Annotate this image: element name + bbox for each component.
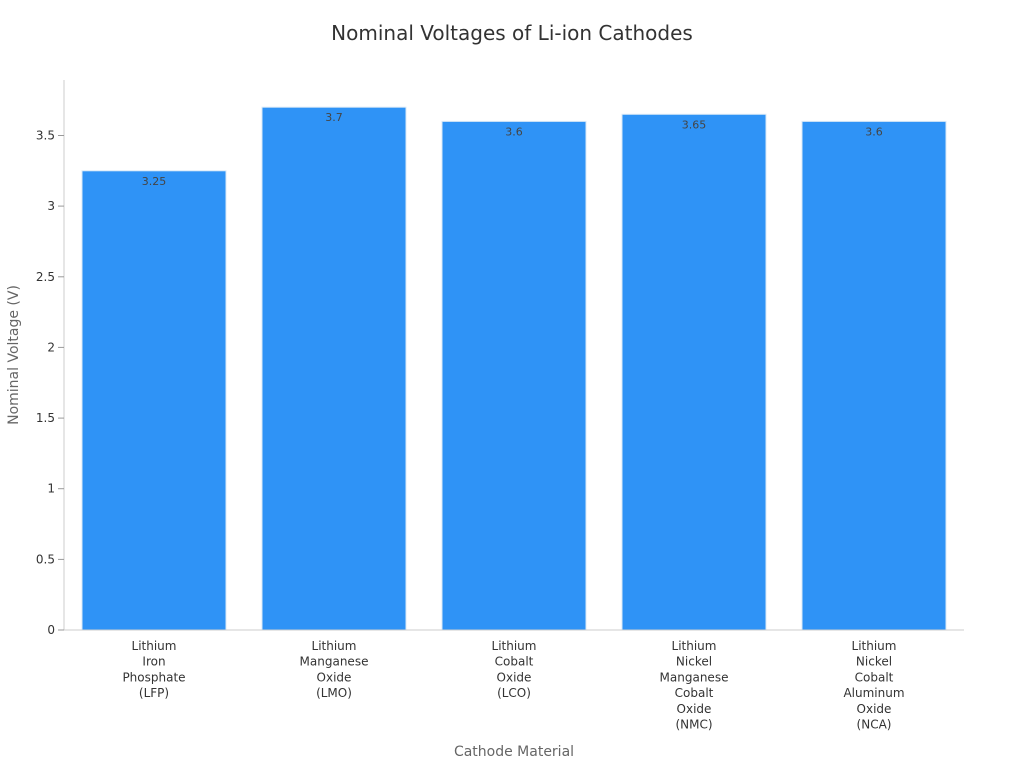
data-label-1: 3.7 <box>325 111 343 124</box>
y-tick-label-1: 0.5 <box>36 552 55 566</box>
y-tick-label-4: 2 <box>47 340 55 354</box>
x-tick-label-4: Lithium Nickel Cobalt Aluminum Oxide (NCA) <box>843 639 904 732</box>
y-tick-label-3: 1.5 <box>36 411 55 425</box>
x-axis-label: Cathode Material <box>454 744 574 760</box>
bar-2 <box>441 120 587 631</box>
chart-title: Nominal Voltages of Li-ion Cathodes <box>331 21 693 45</box>
x-tick-label-1: Lithium Manganese Oxide (LMO) <box>300 639 369 700</box>
data-label-4: 3.6 <box>865 125 883 138</box>
y-ticks-group: 0 0.5 1 1.5 2 2.5 3 3.5 <box>36 129 64 637</box>
x-tick-label-3: Lithium Nickel Manganese Cobalt Oxide (NMC) <box>660 639 729 732</box>
x-tick-label-2: Lithium Cobalt Oxide (LCO) <box>492 639 537 700</box>
y-tick-label-0: 0 <box>47 623 55 637</box>
y-tick-label-5: 2.5 <box>36 270 55 284</box>
x-ticks-group: Lithium Iron Phosphate (LFP) Lithium Manganes… <box>122 639 904 732</box>
bar-1 <box>261 106 407 631</box>
bar-3 <box>621 113 767 631</box>
y-axis-label: Nominal Voltage (V) <box>6 285 22 425</box>
x-tick-label-0: Lithium Iron Phosphate (LFP) <box>122 639 185 700</box>
y-tick-label-6: 3 <box>47 199 55 213</box>
data-label-3: 3.65 <box>682 118 707 131</box>
data-label-2: 3.6 <box>505 125 523 138</box>
bars-group <box>81 106 947 631</box>
data-labels-group: 3.25 3.7 3.6 3.65 3.6 <box>142 111 883 188</box>
bar-4 <box>801 120 947 631</box>
data-label-0: 3.25 <box>142 175 167 188</box>
y-tick-label-7: 3.5 <box>36 129 55 143</box>
y-tick-label-2: 1 <box>47 482 55 496</box>
bar-0 <box>81 170 227 631</box>
